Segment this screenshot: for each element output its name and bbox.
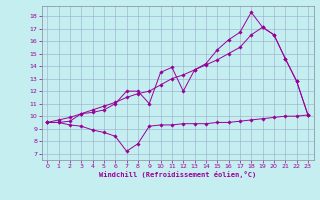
X-axis label: Windchill (Refroidissement éolien,°C): Windchill (Refroidissement éolien,°C) (99, 171, 256, 178)
